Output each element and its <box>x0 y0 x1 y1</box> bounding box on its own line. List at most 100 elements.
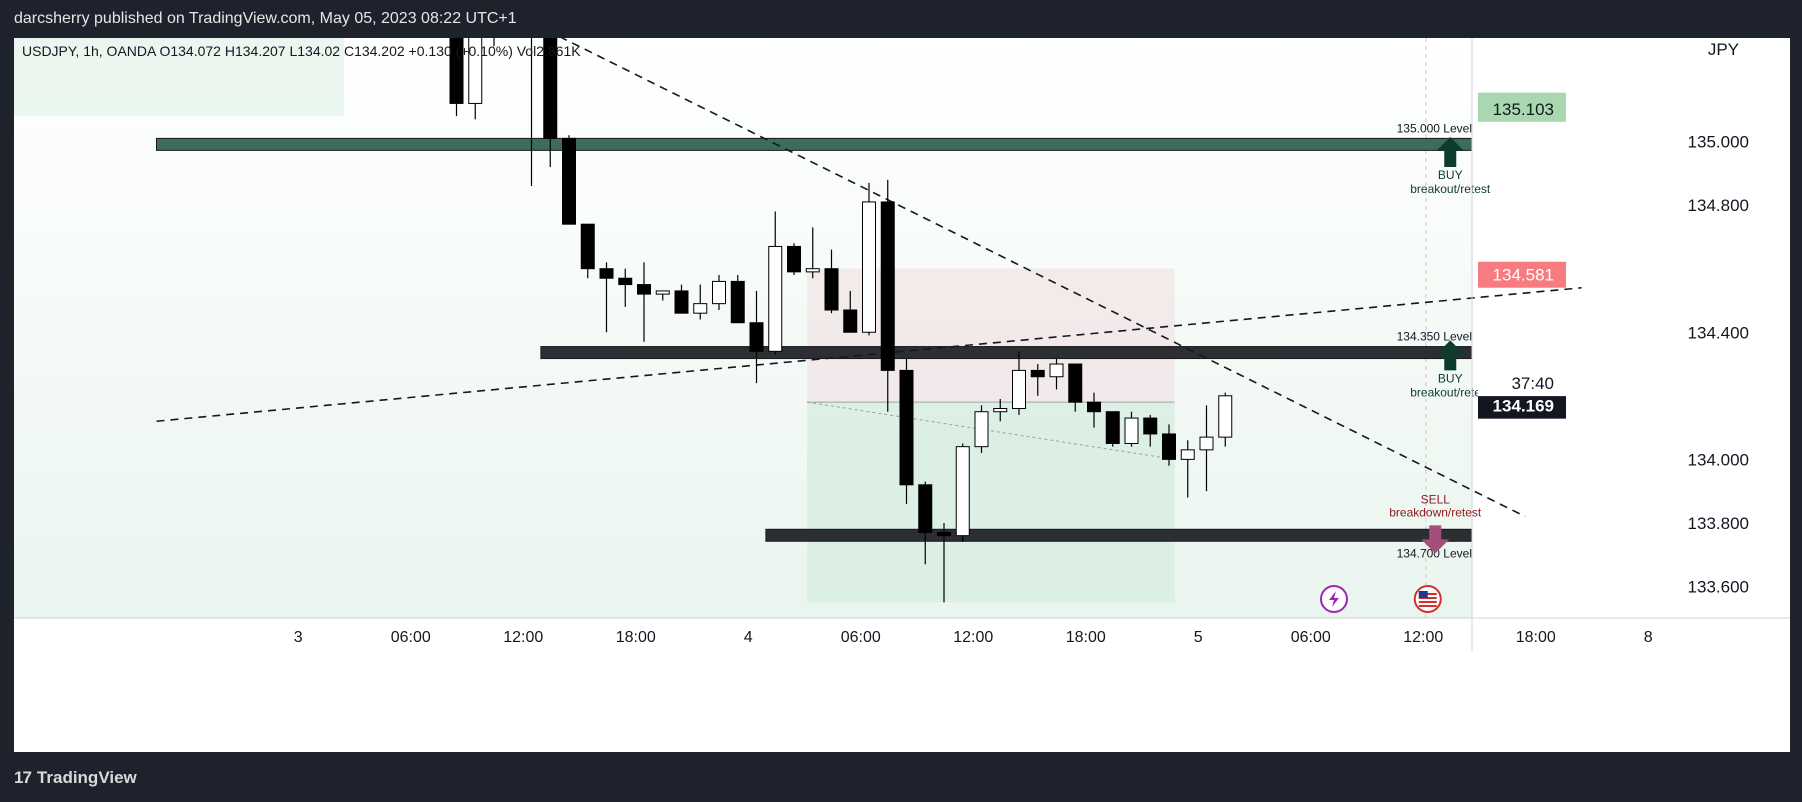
currency-label: JPY <box>1708 40 1739 59</box>
buy-arrow-icon <box>1436 136 1465 167</box>
candle-body <box>1087 401 1101 413</box>
candle-body <box>787 245 801 273</box>
candle-body <box>1012 369 1026 410</box>
candle-body <box>1124 417 1139 444</box>
candle-body <box>655 290 670 295</box>
chart-frame[interactable]: 135.000 Level 134.350 Level 134.700 Level … <box>14 38 1790 752</box>
x-tick-label: 06:00 <box>1291 629 1331 646</box>
candle-body <box>1162 433 1176 460</box>
price-label: 135.103 <box>1493 100 1554 119</box>
candle-body <box>449 38 464 104</box>
candle-body <box>824 268 839 311</box>
signal-sublabel: breakout/retest <box>1410 182 1491 196</box>
candle-body <box>955 446 970 537</box>
candle-body <box>1105 411 1120 444</box>
level-zone <box>156 137 1473 151</box>
x-tick-label: 8 <box>1644 629 1653 646</box>
level-label: 134.350 Level <box>1397 330 1472 344</box>
x-tick-label: 4 <box>744 629 753 646</box>
candle-body <box>468 38 483 104</box>
x-tick-label: 18:00 <box>1516 629 1556 646</box>
x-tick-label: 5 <box>1194 629 1203 646</box>
footer-bar: 17 TradingView <box>0 756 1802 802</box>
tradingview-logo-icon: 17 <box>14 768 32 787</box>
y-tick-label: 134.800 <box>1688 196 1749 215</box>
candle-body <box>843 309 858 333</box>
price-label-box <box>1478 392 1566 419</box>
tradingview-logo[interactable]: 17 TradingView <box>14 768 137 788</box>
candle-body <box>1068 363 1083 403</box>
publisher-bar: darcsherry published on TradingView.com,… <box>0 0 1802 38</box>
level-zone <box>765 528 1473 542</box>
candle-body <box>918 484 933 533</box>
signal-sublabel: breakout/retest <box>1410 385 1491 399</box>
x-tick-label: 18:00 <box>616 629 656 646</box>
lightning-bolt-icon <box>1329 591 1339 607</box>
candle-body <box>1049 363 1064 378</box>
candle-body <box>1030 369 1045 378</box>
price-label-box <box>1478 261 1566 288</box>
us-flag-stripe <box>1418 601 1437 603</box>
candle-body <box>1180 449 1195 460</box>
candle-body <box>1143 417 1158 435</box>
x-tick-label: 12:00 <box>953 629 993 646</box>
candle-body <box>1218 395 1233 438</box>
y-tick-label: 135.000 <box>1688 133 1749 152</box>
signal-label: SELL <box>1421 492 1451 506</box>
level-label: 134.700 Level <box>1397 546 1472 560</box>
y-tick-label: 133.800 <box>1688 514 1749 533</box>
y-tick-label: 133.600 <box>1688 578 1749 597</box>
candle-body <box>693 303 708 314</box>
x-tick-label: 06:00 <box>391 629 431 646</box>
level-zone <box>540 346 1473 360</box>
price-label: 134.169 <box>1493 397 1554 416</box>
signal-label: BUY <box>1438 168 1463 182</box>
sell-arrow-icon <box>1421 525 1450 554</box>
publisher-line: darcsherry published on TradingView.com,… <box>14 10 517 27</box>
price-label: 37:40 <box>1511 374 1554 393</box>
legend-text: USDJPY, 1h, OANDA O134.072 H134.207 L134… <box>22 43 581 59</box>
candle-body <box>993 408 1008 413</box>
x-tick-label: 06:00 <box>841 629 881 646</box>
candle-body <box>543 38 558 139</box>
candle-body <box>637 284 651 295</box>
candle-body <box>768 245 783 352</box>
position-projection-line <box>807 401 1175 460</box>
us-flag-stripe <box>1418 605 1437 607</box>
candle-body <box>974 411 989 448</box>
candle-body <box>862 201 876 333</box>
candle-body <box>618 277 633 286</box>
signal-label: BUY <box>1438 371 1463 385</box>
x-tick-label: 12:00 <box>503 629 543 646</box>
tradingview-logo-text: TradingView <box>36 768 137 787</box>
y-tick-label: 134.000 <box>1688 450 1749 469</box>
candle-body <box>712 280 726 305</box>
candle-body <box>1199 436 1214 451</box>
plot-background <box>14 38 1472 618</box>
candle-body <box>580 223 595 270</box>
y-tick-label: 134.400 <box>1688 323 1749 342</box>
price-label-box <box>1478 370 1566 397</box>
candle-body <box>730 280 745 324</box>
price-label-box <box>1478 95 1566 122</box>
candle-body <box>562 137 576 225</box>
signal-sublabel: breakdown/retest <box>1389 505 1482 519</box>
candle-body <box>749 322 764 352</box>
candle-body <box>937 531 951 537</box>
price-label: 134.581 <box>1493 266 1554 285</box>
candle-body <box>899 369 914 486</box>
buy-arrow-icon <box>1436 340 1465 371</box>
prior-target-zone <box>14 38 344 117</box>
x-tick-label: 18:00 <box>1066 629 1106 646</box>
us-flag-canton <box>1418 591 1428 598</box>
x-tick-label: 12:00 <box>1403 629 1443 646</box>
candle-body <box>805 268 820 273</box>
candle-body <box>674 290 689 314</box>
x-tick-label: 3 <box>294 629 303 646</box>
candle-body <box>599 268 614 279</box>
candle-body <box>880 201 895 371</box>
trend-line <box>560 38 1526 518</box>
level-label: 135.000 Level <box>1397 121 1472 135</box>
trend-line <box>156 286 1582 423</box>
